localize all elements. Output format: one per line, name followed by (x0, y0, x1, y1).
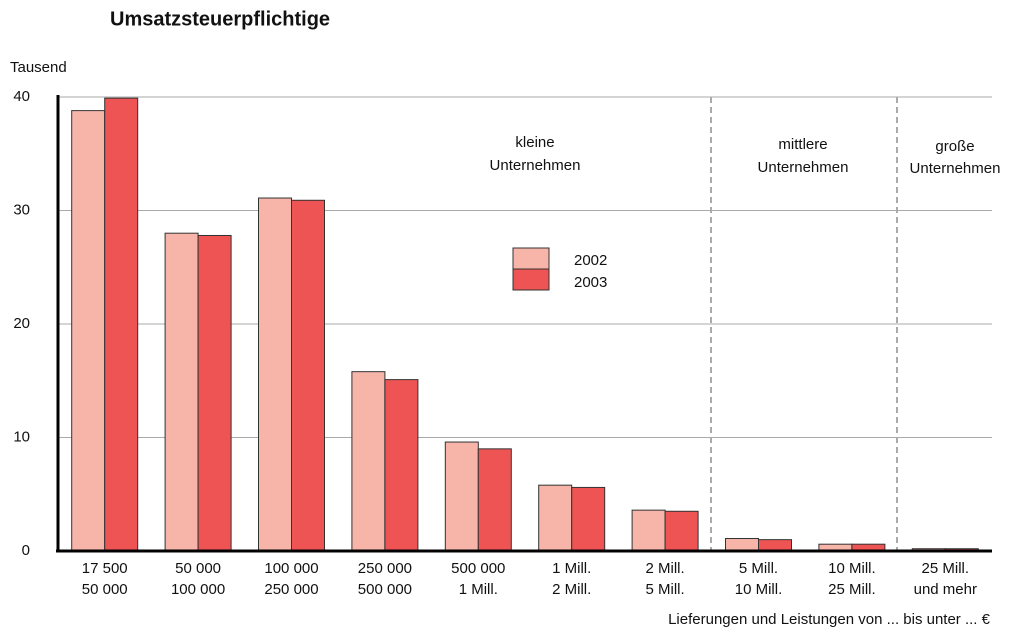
bar (477, 448, 512, 552)
x-tick-label: 10 Mill. (828, 560, 876, 577)
x-tick-label: 250 000 (264, 581, 318, 598)
bar (384, 379, 419, 552)
bar (197, 234, 232, 552)
chart-title: Umsatzsteuerpflichtige (110, 8, 330, 30)
x-tick-label: 2 Mill. (646, 560, 685, 577)
x-tick-label: 100 000 (264, 560, 318, 577)
x-tick-label: 17 500 (82, 560, 128, 577)
annotation: Unternehmen (490, 157, 581, 174)
y-tick-label: 40 (13, 88, 30, 105)
x-tick-label: 250 000 (358, 560, 412, 577)
bar (664, 510, 699, 552)
x-tick-label: 50 000 (82, 581, 128, 598)
legend-swatch (512, 247, 550, 270)
bar (571, 486, 606, 552)
x-tick-label: 1 Mill. (459, 581, 498, 598)
x-tick-label: 50 000 (175, 560, 221, 577)
x-tick-label: 10 Mill. (735, 581, 783, 598)
y-tick-label: 10 (13, 428, 30, 445)
bar (104, 97, 139, 552)
annotation: kleine (515, 134, 554, 151)
legend-label: 2002 (574, 252, 607, 269)
x-tick-label: 5 Mill. (739, 560, 778, 577)
x-axis-label: Lieferungen und Leistungen von ... bis u… (668, 611, 991, 628)
x-tick-label: 500 000 (451, 560, 505, 577)
annotation: Unternehmen (910, 160, 1001, 177)
x-tick-label: 100 000 (171, 581, 225, 598)
bar (71, 110, 106, 552)
x-tick-label: 1 Mill. (552, 560, 591, 577)
x-tick-label: 5 Mill. (646, 581, 685, 598)
bar (725, 538, 759, 552)
annotation: Unternehmen (758, 159, 849, 176)
bar (758, 539, 792, 552)
annotation: mittlere (778, 136, 827, 153)
annotation: große (935, 138, 974, 155)
bar (631, 509, 666, 552)
bar (164, 232, 199, 552)
x-tick-label: 25 Mill. (828, 581, 876, 598)
y-tick-label: 30 (13, 201, 30, 218)
x-tick-label: 2 Mill. (552, 581, 591, 598)
legend-swatch (512, 268, 550, 291)
x-tick-label: 500 000 (358, 581, 412, 598)
bar (538, 484, 573, 552)
bar (291, 199, 325, 552)
y-tick-label: 0 (22, 542, 30, 559)
x-tick-label: und mehr (914, 581, 977, 598)
y-axis-label: Tausend (10, 59, 67, 76)
legend-label: 2003 (574, 274, 607, 291)
x-tick-label: 25 Mill. (922, 560, 970, 577)
bar (444, 441, 479, 552)
y-tick-label: 20 (13, 315, 30, 332)
bar (258, 197, 292, 552)
bar (351, 371, 386, 552)
